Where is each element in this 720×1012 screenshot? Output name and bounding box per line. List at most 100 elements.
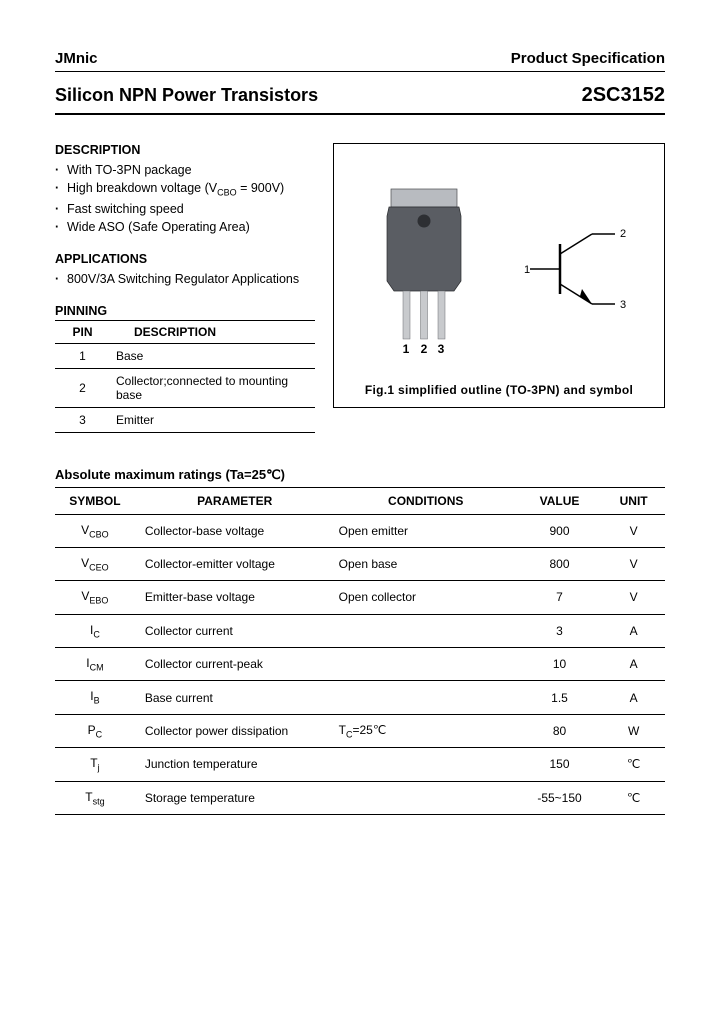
- ratings-unit: V: [602, 581, 665, 614]
- ratings-parameter: Base current: [135, 681, 329, 714]
- applications-item: 800V/3A Switching Regulator Applications: [55, 272, 315, 286]
- ratings-value: 10: [517, 648, 603, 681]
- ratings-unit: W: [602, 714, 665, 747]
- title-bar: Silicon NPN Power Transistors 2SC3152: [55, 84, 665, 115]
- ratings-parameter: Collector-base voltage: [135, 514, 329, 547]
- svg-text:3: 3: [437, 342, 444, 356]
- ratings-symbol: IC: [55, 614, 135, 647]
- ratings-row: IBBase current 1.5A: [55, 681, 665, 714]
- ratings-parameter: Collector power dissipation: [135, 714, 329, 747]
- ratings-condition: Open emitter: [329, 514, 517, 547]
- ratings-unit: ℃: [602, 781, 665, 814]
- ratings-unit: A: [602, 614, 665, 647]
- ratings-row: PCCollector power dissipationTC=25℃80W: [55, 714, 665, 747]
- ratings-condition: Open collector: [329, 581, 517, 614]
- ratings-row: VCBOCollector-base voltageOpen emitter90…: [55, 514, 665, 547]
- ratings-value: 800: [517, 547, 603, 580]
- ratings-parameter: Junction temperature: [135, 748, 329, 781]
- ratings-unit: A: [602, 648, 665, 681]
- ratings-unit: ℃: [602, 748, 665, 781]
- ratings-symbol: Tj: [55, 748, 135, 781]
- ratings-value: 80: [517, 714, 603, 747]
- ratings-condition: [329, 781, 517, 814]
- ratings-col-conditions: CONDITIONS: [329, 487, 517, 514]
- description-list: With TO-3PN package High breakdown volta…: [55, 163, 315, 234]
- ratings-parameter: Collector-emitter voltage: [135, 547, 329, 580]
- ratings-symbol: VCEO: [55, 547, 135, 580]
- ratings-symbol: VEBO: [55, 581, 135, 614]
- ratings-col-symbol: SYMBOL: [55, 487, 135, 514]
- transistor-symbol-icon: 1 2 3: [520, 209, 630, 329]
- ratings-value: 150: [517, 748, 603, 781]
- brand-name: JMnic: [55, 50, 98, 67]
- product-title: Silicon NPN Power Transistors: [55, 85, 318, 106]
- figure-content: 1 2 3 1 2 3: [348, 162, 650, 375]
- ratings-row: ICCollector current 3A: [55, 614, 665, 647]
- ratings-condition: Open base: [329, 547, 517, 580]
- page-header: JMnic Product Specification: [55, 50, 665, 72]
- part-number: 2SC3152: [582, 84, 665, 107]
- description-item: Fast switching speed: [55, 202, 315, 216]
- svg-text:1: 1: [524, 264, 530, 276]
- ratings-value: 1.5: [517, 681, 603, 714]
- description-item: With TO-3PN package: [55, 163, 315, 177]
- description-item: High breakdown voltage (VCBO = 900V): [55, 181, 315, 198]
- pinning-heading: PINNING: [55, 304, 315, 318]
- ratings-condition: [329, 681, 517, 714]
- pin-desc: Emitter: [110, 407, 315, 432]
- ratings-unit: A: [602, 681, 665, 714]
- figure-box: 1 2 3 1 2 3 Fig.1 simpli: [333, 143, 665, 408]
- svg-text:1: 1: [402, 342, 409, 356]
- svg-text:2: 2: [620, 228, 626, 240]
- pin-num: 3: [55, 407, 110, 432]
- ratings-row: VEBOEmitter-base voltageOpen collector7V: [55, 581, 665, 614]
- ratings-col-value: VALUE: [517, 487, 603, 514]
- ratings-parameter: Storage temperature: [135, 781, 329, 814]
- ratings-col-parameter: PARAMETER: [135, 487, 329, 514]
- pinning-table: PIN DESCRIPTION 1 Base 2 Collector;conne…: [55, 320, 315, 433]
- pin-row: 1 Base: [55, 343, 315, 368]
- applications-list: 800V/3A Switching Regulator Applications: [55, 272, 315, 286]
- ratings-symbol: IB: [55, 681, 135, 714]
- ratings-unit: V: [602, 514, 665, 547]
- ratings-table: SYMBOL PARAMETER CONDITIONS VALUE UNIT V…: [55, 487, 665, 816]
- ratings-row: TjJunction temperature 150℃: [55, 748, 665, 781]
- ratings-unit: V: [602, 547, 665, 580]
- applications-heading: APPLICATIONS: [55, 252, 315, 266]
- ratings-col-unit: UNIT: [602, 487, 665, 514]
- ratings-value: 3: [517, 614, 603, 647]
- svg-text:2: 2: [420, 342, 427, 356]
- pin-row: 2 Collector;connected to mounting base: [55, 368, 315, 407]
- figure-caption: Fig.1 simplified outline (TO-3PN) and sy…: [348, 383, 650, 397]
- pin-num: 1: [55, 343, 110, 368]
- ratings-symbol: Tstg: [55, 781, 135, 814]
- ratings-row: VCEOCollector-emitter voltageOpen base80…: [55, 547, 665, 580]
- ratings-heading: Absolute maximum ratings (Ta=25℃): [55, 467, 665, 483]
- description-item: Wide ASO (Safe Operating Area): [55, 220, 315, 234]
- pin-desc: Base: [110, 343, 315, 368]
- spec-label: Product Specification: [511, 50, 665, 67]
- ratings-row: TstgStorage temperature -55~150℃: [55, 781, 665, 814]
- ratings-condition: TC=25℃: [329, 714, 517, 747]
- ratings-parameter: Collector current: [135, 614, 329, 647]
- desc-col-header: DESCRIPTION: [110, 320, 315, 343]
- ratings-condition: [329, 648, 517, 681]
- ratings-parameter: Collector current-peak: [135, 648, 329, 681]
- ratings-value: 7: [517, 581, 603, 614]
- content-columns: DESCRIPTION With TO-3PN package High bre…: [55, 143, 665, 433]
- pin-num: 2: [55, 368, 110, 407]
- ratings-value: 900: [517, 514, 603, 547]
- ratings-symbol: PC: [55, 714, 135, 747]
- pin-col-header: PIN: [55, 320, 110, 343]
- ratings-value: -55~150: [517, 781, 603, 814]
- ratings-parameter: Emitter-base voltage: [135, 581, 329, 614]
- ratings-symbol: ICM: [55, 648, 135, 681]
- package-outline-icon: 1 2 3: [369, 181, 479, 356]
- ratings-condition: [329, 614, 517, 647]
- pin-desc: Collector;connected to mounting base: [110, 368, 315, 407]
- ratings-row: ICMCollector current-peak 10A: [55, 648, 665, 681]
- ratings-condition: [329, 748, 517, 781]
- right-column: 1 2 3 1 2 3 Fig.1 simpli: [333, 143, 665, 433]
- ratings-symbol: VCBO: [55, 514, 135, 547]
- left-column: DESCRIPTION With TO-3PN package High bre…: [55, 143, 315, 433]
